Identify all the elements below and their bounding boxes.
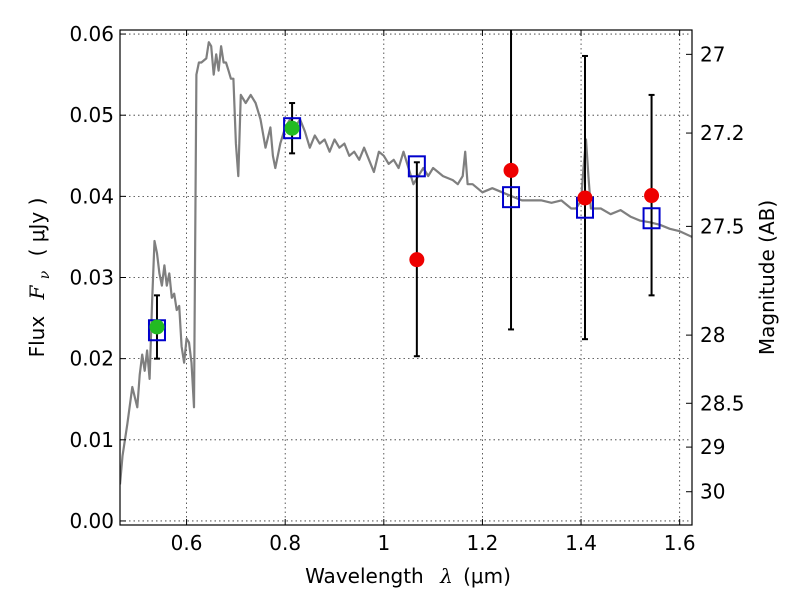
x-tick-label: 1.2 (467, 531, 499, 555)
x-axis-label-symbol: λ (439, 564, 453, 588)
y-axis-ticks: 0.00 0.01 0.02 0.03 0.04 0.05 0.06 (69, 22, 126, 533)
y2-axis-label: Magnitude (AB) (755, 200, 779, 355)
detection-point (149, 319, 165, 335)
y-axis-label-prefix: Flux (25, 316, 49, 358)
detection-point (284, 120, 300, 136)
x-tick-label: 1.4 (565, 531, 597, 555)
y-tick-label: 0.05 (69, 103, 114, 127)
y2-tick-label: 27.5 (700, 214, 745, 238)
near-ir-flux-point (503, 162, 519, 178)
near-ir-flux-point (577, 190, 593, 206)
model-flux-square (502, 186, 521, 209)
sed-curve (120, 41, 692, 485)
x-tick-label: 1.6 (664, 531, 696, 555)
model-flux-square (407, 155, 426, 178)
y-axis-label-unit: ( μJy ) (25, 198, 49, 257)
x-tick-label: 0.6 (171, 531, 203, 555)
y2-tick-label: 29 (700, 435, 725, 459)
y2-tick-label: 30 (700, 480, 725, 504)
y-tick-label: 0.01 (69, 428, 114, 452)
model-flux-square (642, 207, 661, 230)
x-tick-label: 1 (377, 531, 390, 555)
x-axis-label: Wavelength λ (μm) (305, 564, 511, 588)
y2-axis-ticks: 27 27.2 27.5 28 28.5 29 30 (686, 42, 745, 504)
y2-tick-label: 27 (700, 42, 725, 66)
model-flux-square (283, 117, 302, 140)
observed-flux-points (149, 120, 660, 335)
y-tick-label: 0.02 (69, 347, 114, 371)
x-tick-label: 0.8 (269, 531, 301, 555)
y-tick-label: 0.03 (69, 266, 114, 290)
y-tick-label: 0.06 (69, 22, 114, 46)
near-ir-flux-point (644, 188, 660, 204)
y2-tick-label: 28 (700, 323, 725, 347)
y-axis-label-symbol: F (25, 284, 49, 300)
y-axis-label-subscript: ν (37, 270, 53, 279)
x-axis-label-prefix: Wavelength (305, 564, 424, 588)
sed-curve-layer (120, 41, 692, 485)
near-ir-flux-point (409, 252, 425, 268)
x-axis-label-unit: (μm) (463, 564, 511, 588)
grid-lines (120, 30, 692, 525)
y-axis-label: Flux F ν ( μJy ) (25, 198, 54, 358)
x-axis-ticks: 0.6 0.8 1 1.2 1.4 1.6 (171, 30, 696, 555)
y-tick-label: 0.04 (69, 184, 114, 208)
y-tick-label: 0.00 (69, 509, 114, 533)
y2-tick-label: 28.5 (700, 391, 745, 415)
y2-tick-label: 27.2 (700, 121, 745, 145)
